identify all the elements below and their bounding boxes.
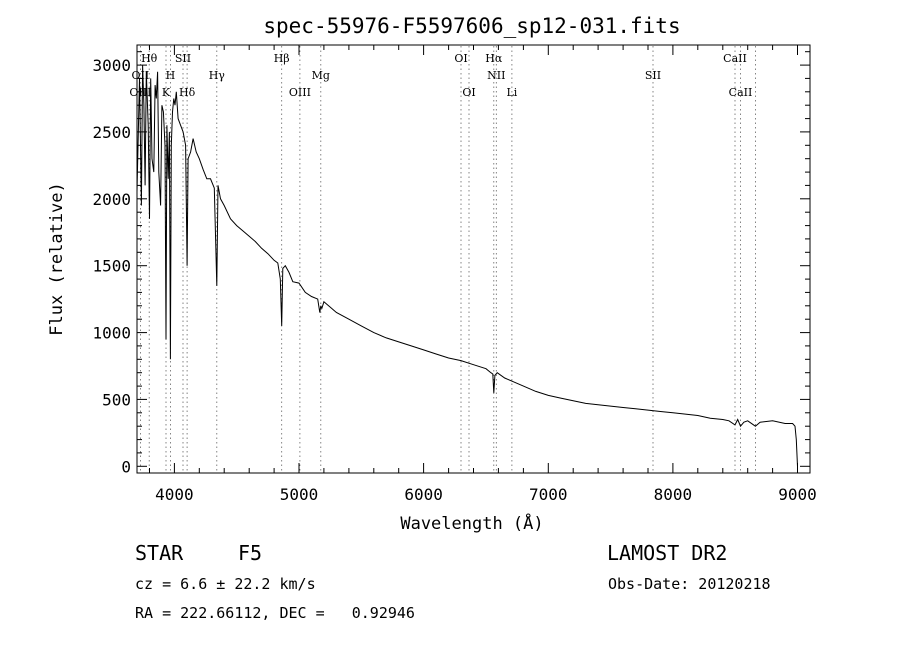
line-marker-label: Hγ <box>209 69 226 82</box>
x-axis-label: Wavelength (Å) <box>400 512 543 534</box>
line-marker-label: Hδ <box>179 86 196 99</box>
x-tick-label: 6000 <box>404 485 443 504</box>
y-tick-label: 1500 <box>92 257 131 276</box>
line-marker-label: NII <box>487 69 505 82</box>
y-axis-label: Flux (relative) <box>47 182 67 336</box>
ra-dec-coordinates: RA = 222.66112, DEC = 0.92946 <box>135 604 415 622</box>
x-tick-label: 7000 <box>529 485 568 504</box>
plot-frame <box>136 44 811 474</box>
line-marker-label: Li <box>506 86 517 99</box>
line-marker-label: OIII <box>289 86 311 99</box>
x-tick-label: 9000 <box>778 485 817 504</box>
survey-name: LAMOST DR2 <box>607 541 728 565</box>
line-marker-lines <box>139 46 756 472</box>
object-subclass: F5 <box>238 541 263 565</box>
line-marker-label: Hθ <box>141 52 158 65</box>
y-tick-label: 3000 <box>92 56 131 75</box>
line-marker-label: OI <box>454 52 467 65</box>
line-marker-labels: Hθ SII Hβ OI Hα CaII OII H Hγ Mg NII SII OIII K Hδ OIII… <box>129 52 752 99</box>
y-tick-label: 500 <box>102 390 131 409</box>
y-tick-label: 0 <box>121 457 131 476</box>
x-axis-ticks: 4000 5000 6000 7000 8000 9000 <box>149 45 817 504</box>
x-tick-label: 4000 <box>155 485 194 504</box>
x-tick-label: 8000 <box>654 485 693 504</box>
observation-date: Obs-Date: 20120218 <box>608 575 771 593</box>
line-marker-label: OIII <box>129 86 151 99</box>
line-marker-label: H <box>166 69 176 82</box>
redshift-cz: cz = 6.6 ± 22.2 km/s <box>135 575 316 593</box>
line-marker-label: CaII <box>723 52 747 65</box>
line-marker-label: CaII <box>729 86 753 99</box>
line-marker-label: Hβ <box>274 52 290 65</box>
line-marker-label: K <box>162 86 171 99</box>
line-marker-label: SII <box>175 52 191 65</box>
line-marker-label: OII <box>132 69 150 82</box>
chart-title: spec-55976-F5597606_sp12-031.fits <box>263 14 680 38</box>
line-marker-label: SII <box>645 69 661 82</box>
x-tick-label: 5000 <box>280 485 319 504</box>
object-class: STAR <box>135 541 184 565</box>
spectrum-line <box>136 65 798 467</box>
line-marker-label: OI <box>462 86 475 99</box>
y-tick-label: 2000 <box>92 190 131 209</box>
line-marker-label: Hα <box>485 52 503 65</box>
y-tick-label: 2500 <box>92 123 131 142</box>
y-axis-ticks: 0 500 1000 1500 2000 2500 3000 <box>92 51 810 476</box>
line-marker-label: Mg <box>312 69 330 82</box>
y-tick-label: 1000 <box>92 324 131 343</box>
